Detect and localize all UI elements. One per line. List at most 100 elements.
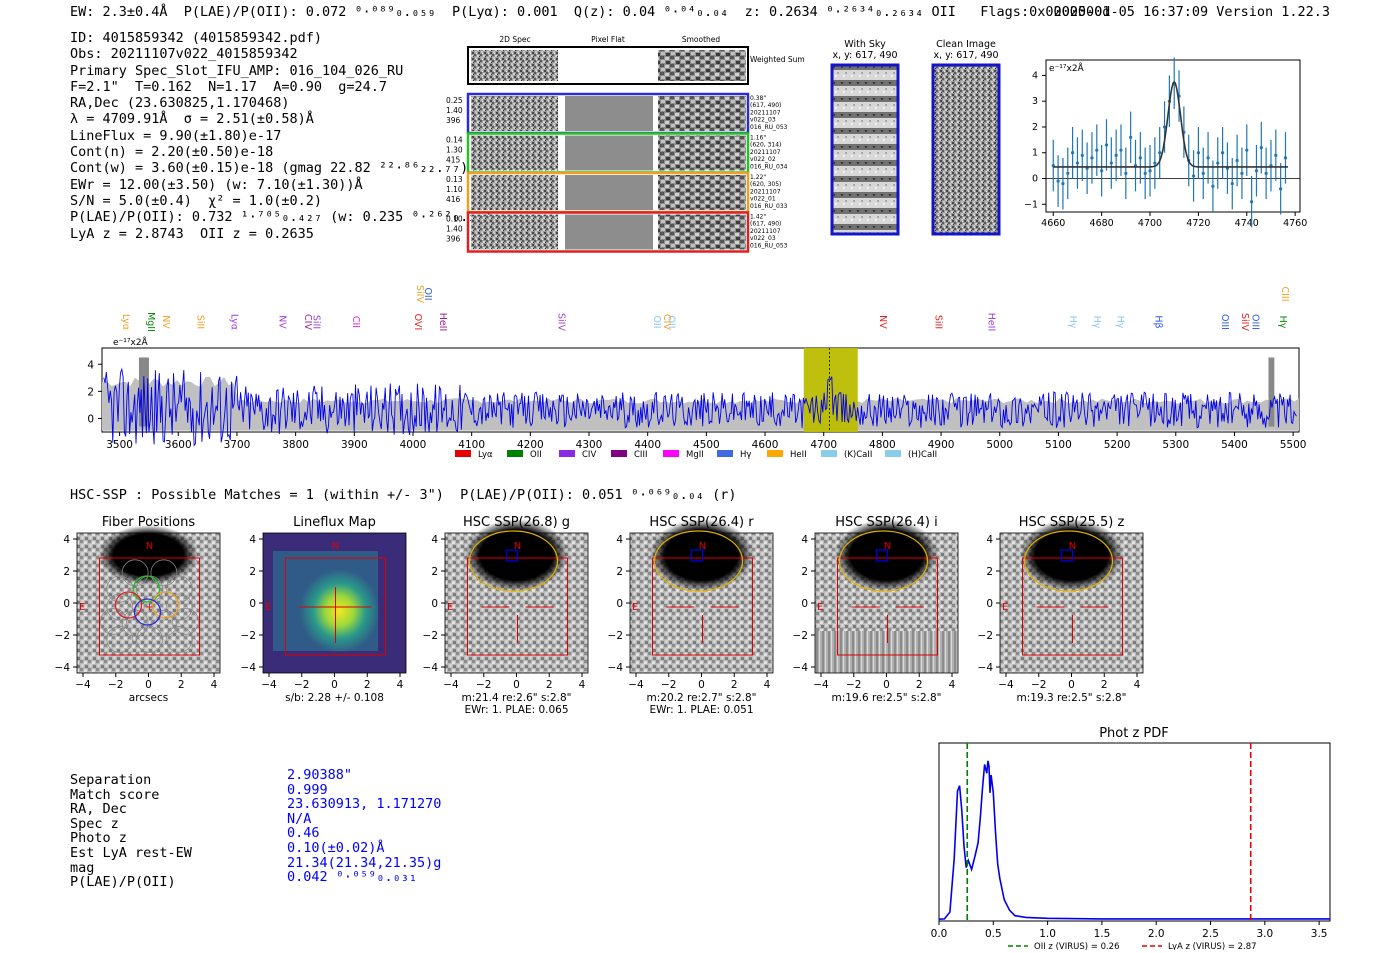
zoom-point	[1220, 151, 1225, 155]
match-label-lya-ew: Est LyA rest-EW	[70, 844, 192, 861]
image-xtick-label: −4	[443, 679, 459, 691]
zoom-point	[1061, 182, 1065, 186]
fiber-circle	[172, 608, 199, 635]
info-redshifts: LyA z = 2.8743 OII z = 0.2635	[70, 225, 314, 242]
spectrum-ylabel-unit: e⁻¹⁷x2Å	[113, 336, 149, 348]
spectrum-top-label: MgII	[145, 312, 156, 332]
zoom-point	[1201, 171, 1205, 175]
zoom-point	[1114, 153, 1118, 157]
east-label: E	[447, 602, 453, 613]
image-xtick-label: 0	[145, 679, 152, 691]
match-marker	[1060, 549, 1074, 562]
zoom-point	[1240, 171, 1244, 175]
spectrum-top-label: Hγ	[1067, 316, 1078, 329]
weighted-sum-cutout: Weighted Sum	[467, 46, 805, 85]
spectrum-top-label: SiII	[311, 315, 322, 329]
zoom-point	[1071, 151, 1075, 155]
spectrum-legend-label: MgII	[686, 450, 704, 460]
spectrum-top-label: SiII	[933, 315, 944, 329]
spectrum-xtick-label: 4000	[400, 439, 427, 451]
zoom-point	[1153, 161, 1157, 165]
spectrum-legend-label: (K)CaII	[844, 450, 872, 460]
spectrum-xtick-label: 3600	[165, 439, 192, 451]
spectrum-mask-right	[1268, 357, 1275, 427]
image-xtick-label: 0	[698, 679, 705, 691]
image-ytick-label: 4	[431, 534, 438, 546]
cutout-header-smoothed: Smoothed	[682, 35, 721, 44]
image-ytick-label: −4	[608, 662, 624, 674]
zoom-ytick-label: 2	[1032, 122, 1038, 133]
zoom-xtick-label: 4700	[1138, 218, 1162, 229]
image-ytick-label: 2	[801, 566, 808, 578]
cutout-row-right-value: 1.22"	[750, 174, 766, 181]
zoom-line-plot: e⁻¹⁷x2Å 4660 4680 4700 4720 4740 4760 −1 0 1 2 3 4	[1024, 57, 1307, 229]
spectrum-top-label: HeII	[985, 313, 996, 332]
match-label-plae: P(LAE)/P(OII)	[70, 874, 176, 891]
image-ytick-label: 0	[986, 598, 993, 610]
spectrum-ytick-label: 0	[87, 413, 94, 425]
match-values: 2.90388" 0.999 23.630913, 1.171270 N/A 0…	[287, 768, 441, 885]
info-fit-params: F=2.1" T=0.162 N=1.17 A=0.90 g=24.7	[70, 78, 387, 95]
image-stripe-artifact	[815, 631, 958, 673]
aperture-box	[285, 557, 386, 656]
match-label-separation: Separation	[70, 772, 152, 788]
clean-image	[931, 63, 1001, 236]
image-panel-title: Fiber Positions	[102, 515, 195, 530]
fiber-circle-orange	[151, 591, 180, 619]
cutout-pixelflat	[565, 175, 653, 210]
image-xtick-label: −4	[998, 679, 1014, 691]
fiber-circle-green	[132, 575, 161, 603]
spectrum-xtick-label: 4100	[458, 439, 485, 451]
detection-info: ID: 4015859342 (4015859342.pdf) Obs: 202…	[70, 30, 493, 242]
match-value-separation: 2.90388"	[287, 767, 353, 783]
cutout-row-left-value: 0.14	[446, 136, 463, 145]
zoom-point	[1211, 184, 1215, 188]
zoom-xtick-label: 4720	[1186, 218, 1210, 229]
spectrum-xtick-label: 5500	[1280, 439, 1307, 451]
north-label: N	[699, 541, 706, 552]
cutout-smoothed	[658, 214, 746, 250]
info-sn: S/N = 5.0(±0.4) χ² = 1.0(±0.2)	[70, 192, 322, 209]
fiber-circle	[136, 625, 163, 653]
fiber-circle	[150, 559, 178, 587]
image-ytick-label: 2	[431, 566, 438, 578]
zoom-point	[1119, 148, 1123, 152]
galaxy-blob	[98, 525, 199, 585]
spectrum-top-label: SiIV	[414, 285, 425, 303]
zoom-point	[1138, 156, 1142, 160]
spectrum-top-label: Lyα	[229, 314, 240, 330]
zoom-point	[1148, 169, 1152, 173]
spectrum-xtick-label: 4500	[693, 439, 720, 451]
match-label-radec: RA, Dec	[70, 801, 127, 818]
zoom-point	[1191, 174, 1196, 178]
spectrum-top-label: CII	[350, 316, 361, 328]
image-xtick-label: 4	[1134, 679, 1141, 691]
spectrum-top-label: SiII	[194, 315, 205, 329]
spectrum-top-label: CIV	[661, 314, 672, 330]
spectrum-top-label: Lyα	[120, 314, 131, 330]
cutout-pixelflat	[565, 96, 653, 131]
spectrum-top-label: NV	[277, 315, 288, 329]
cutout-row-right-value: (620, 305)	[750, 181, 781, 188]
zoom-gaussian-fit	[1053, 80, 1288, 168]
zoom-point	[1162, 125, 1167, 129]
fiber-circle	[165, 575, 193, 603]
photz-plot-body: 0.0 0.5 1.0 1.5 2.0 2.5 3.0 3.5 OII z (VIRUS) = …	[931, 743, 1330, 950]
spectrum-xtick-label: 5200	[1104, 439, 1131, 451]
photz-frame	[938, 742, 1331, 922]
cutout-row-left-value: 1.40	[446, 225, 463, 234]
photz-pdf-line	[938, 760, 1330, 920]
cutout-row-right-value: 016_RU_053	[750, 242, 788, 249]
image-ytick-label: −2	[423, 630, 438, 642]
zoom-point	[1129, 135, 1133, 139]
zoom-ytick-label: 1	[1032, 148, 1038, 159]
image-xtick-label: −2	[846, 679, 861, 691]
match-value-score: 0.999	[287, 781, 328, 798]
image-caption: m:19.6 re:2.5" s:2.8"	[832, 692, 942, 704]
east-label: E	[79, 602, 85, 613]
